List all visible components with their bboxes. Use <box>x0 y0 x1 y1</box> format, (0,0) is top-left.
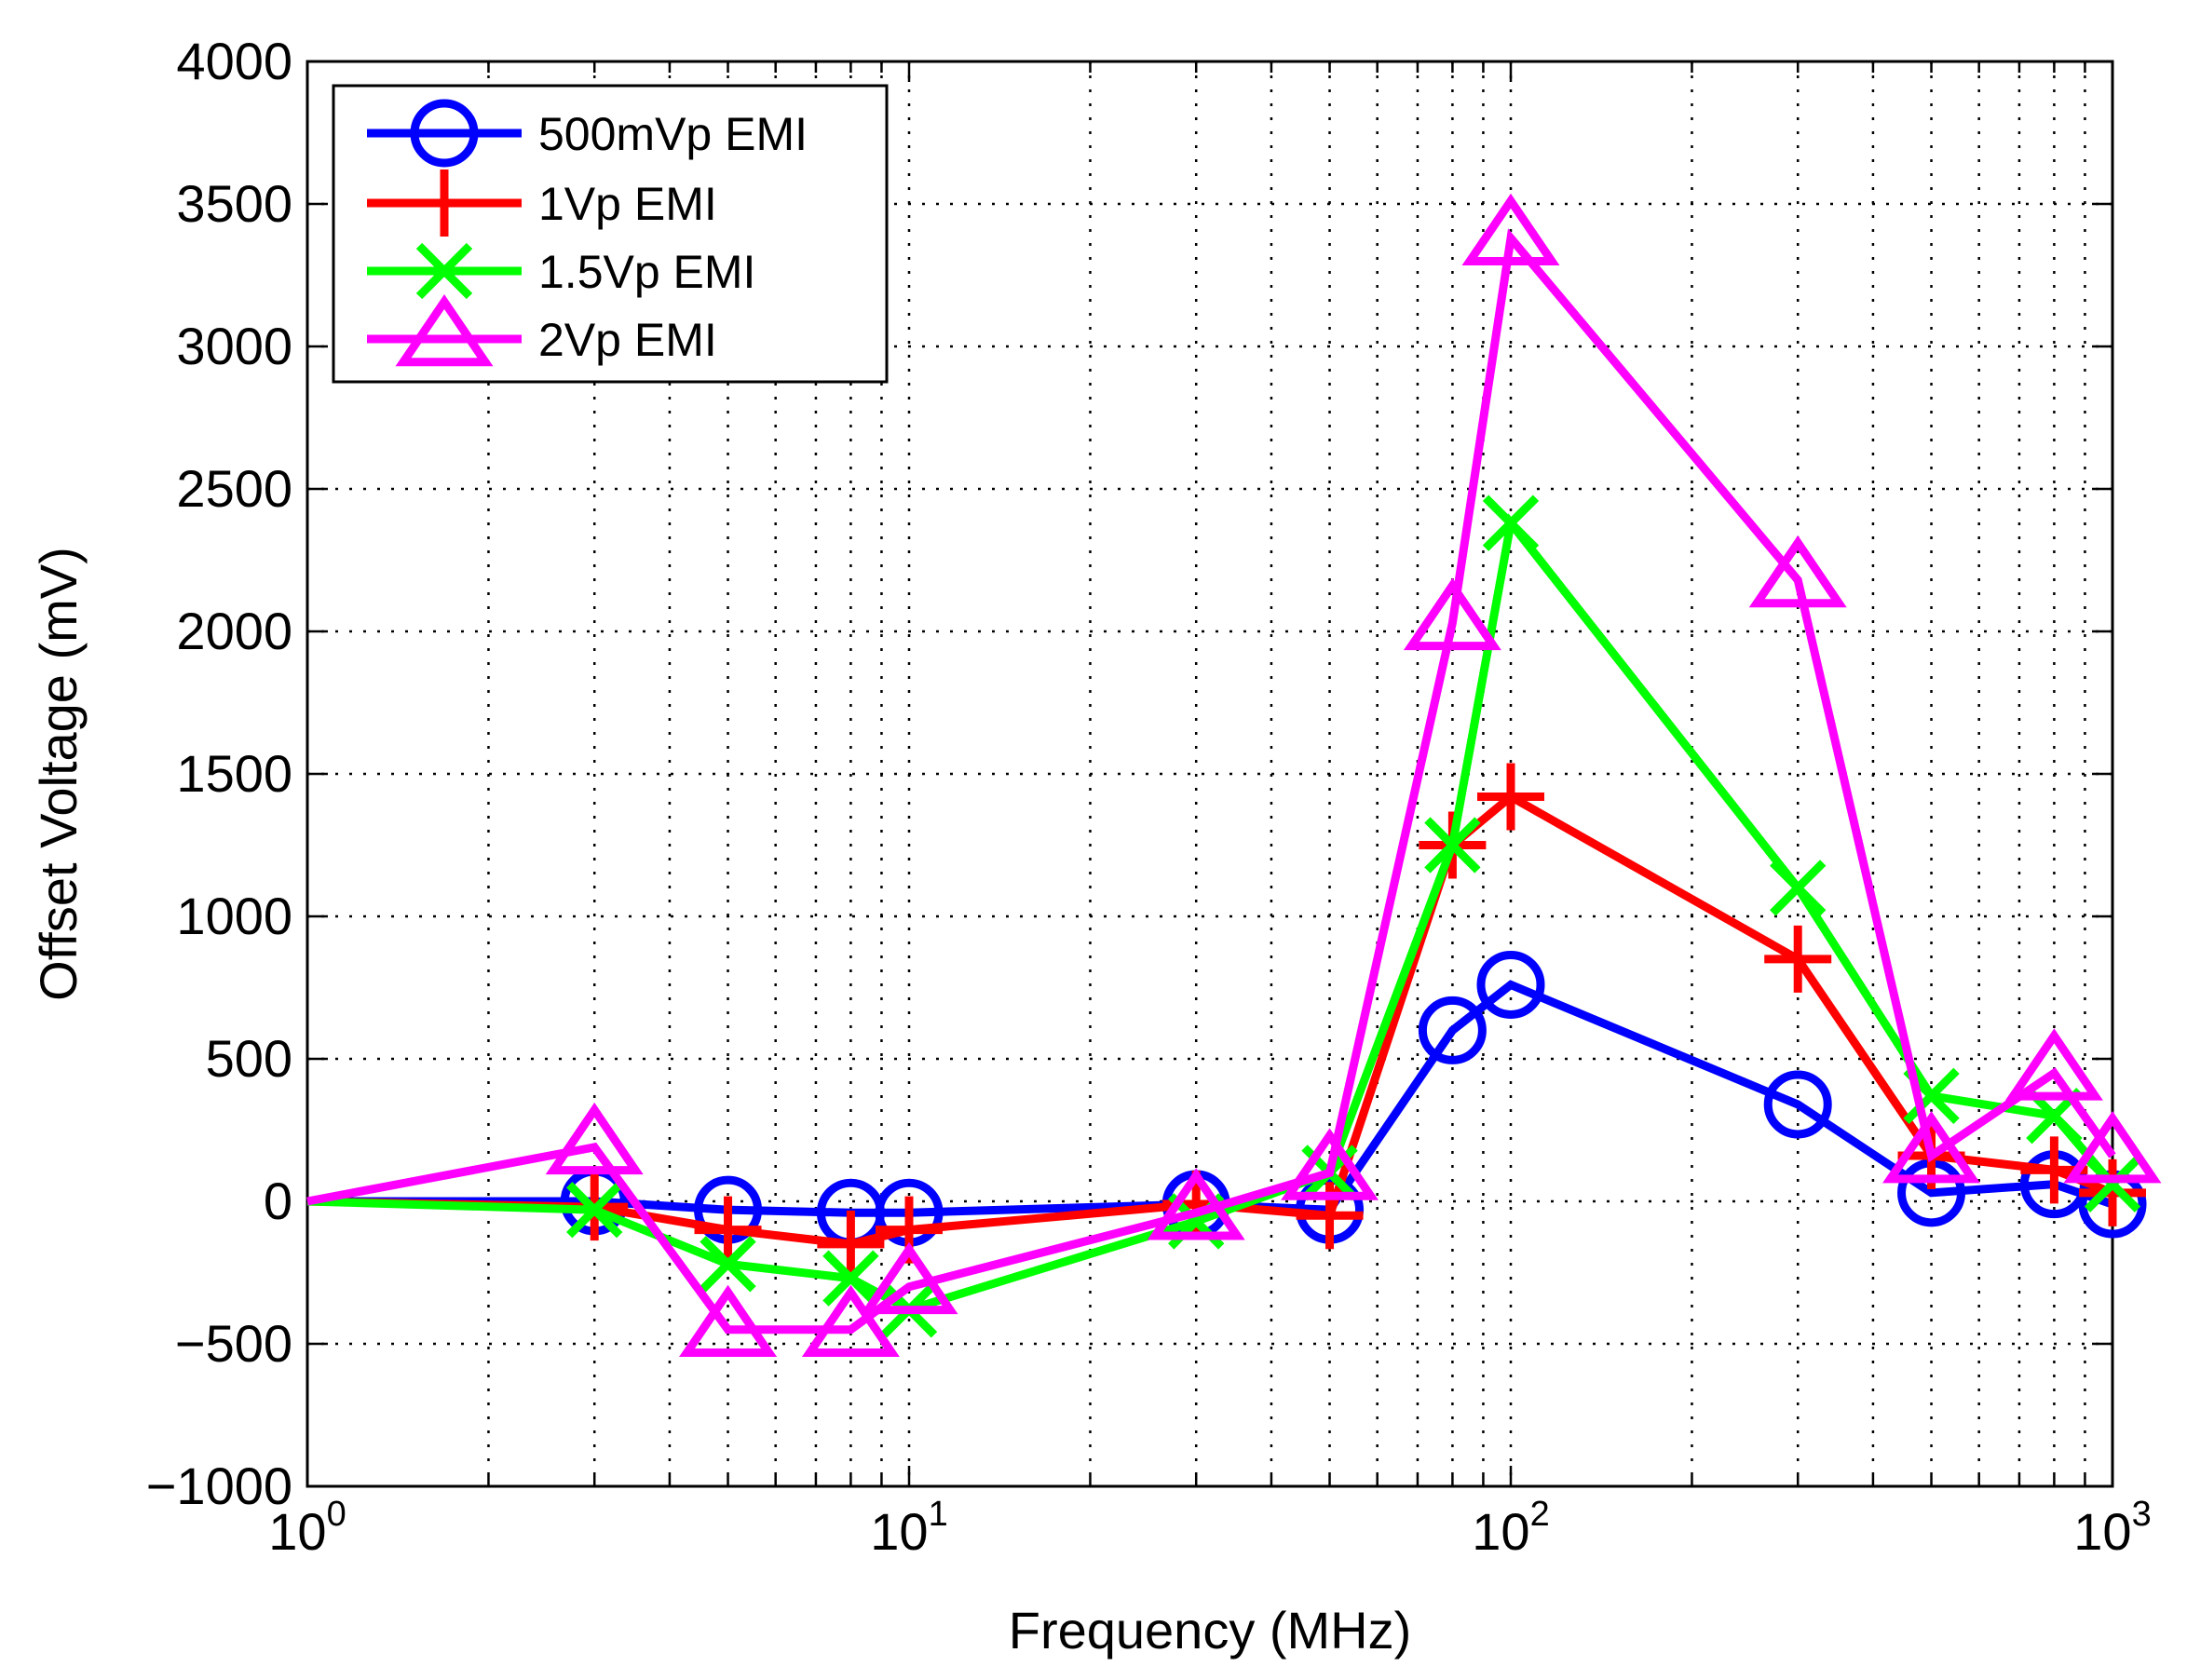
x-tick-label: 102 <box>1472 1495 1549 1561</box>
data-point-marker <box>1770 860 1827 916</box>
y-tick-label: 2000 <box>176 602 292 660</box>
data-point-marker <box>694 1196 762 1264</box>
data-point-marker <box>2079 1158 2146 1226</box>
data-point-marker <box>1882 1111 1981 1184</box>
series-line <box>306 228 2116 1335</box>
data-point-marker <box>2004 1028 2103 1101</box>
y-tick-label: −500 <box>175 1314 292 1373</box>
series-layer <box>306 193 2162 1357</box>
data-point-marker <box>1147 1168 1245 1240</box>
y-tick-label: −1000 <box>146 1456 292 1515</box>
data-point-marker <box>1281 1128 1379 1200</box>
x-tick-label: 103 <box>2073 1495 2151 1561</box>
data-point-marker <box>860 1241 958 1315</box>
data-point-marker <box>822 1250 879 1307</box>
tick-labels: −1000 −500 0 500 1000 1500 2000 2500 3000 3500 400… <box>146 32 2152 1561</box>
y-tick-label: 1500 <box>176 744 292 803</box>
data-point-marker <box>2063 1111 2162 1184</box>
data-point-marker <box>566 1181 623 1239</box>
legend-swatch-marker <box>410 99 479 168</box>
data-point-marker <box>1748 535 1847 608</box>
x-axis-label: Frequency (MHz) <box>1009 1601 1412 1660</box>
x-tick-label: 100 <box>268 1495 346 1561</box>
y-tick-label: 2500 <box>176 459 292 518</box>
legend-label: 1Vp EMI <box>538 178 717 230</box>
y-tick-label: 3500 <box>176 174 292 233</box>
legend-item: 500mVp EMI <box>367 99 808 168</box>
axes <box>306 60 2114 1488</box>
y-axis-label: Offset Voltage (mV) <box>29 547 88 1001</box>
legend-swatch-marker <box>395 293 494 367</box>
data-point-marker <box>1476 950 1545 1019</box>
y-tick-label: 0 <box>264 1172 292 1230</box>
legend: 500mVp EMI 1Vp EMI 1.5Vp EMI 2Vp EMI <box>332 84 889 384</box>
series-2 <box>306 763 2146 1278</box>
y-tick-label: 3000 <box>176 317 292 375</box>
plot-frame <box>306 60 2114 1488</box>
y-tick-label: 1000 <box>176 887 292 945</box>
legend-swatch-marker <box>411 169 478 237</box>
data-point-marker <box>1461 193 1560 266</box>
data-point-marker <box>679 1284 778 1357</box>
data-point-marker <box>1403 577 1501 651</box>
data-point-marker <box>1482 495 1540 551</box>
data-point-marker <box>2084 1156 2141 1213</box>
data-point-marker <box>801 1284 900 1357</box>
y-tick-label: 4000 <box>176 32 292 90</box>
x-tick-label: 101 <box>870 1495 947 1561</box>
data-point-marker <box>1763 1070 1832 1139</box>
data-point-marker <box>1477 763 1544 831</box>
legend-item: 1.5Vp EMI <box>367 242 755 300</box>
series-4 <box>306 193 2162 1357</box>
legend-label: 500mVp EMI <box>538 108 808 160</box>
y-tick-label: 500 <box>206 1029 292 1088</box>
legend-item: 1Vp EMI <box>367 169 717 237</box>
data-point-marker <box>1424 817 1481 874</box>
data-point-marker <box>545 1102 644 1175</box>
legend-item: 2Vp EMI <box>367 293 717 367</box>
data-point-marker <box>1418 996 1487 1064</box>
legend-label: 2Vp EMI <box>538 314 717 366</box>
legend-label: 1.5Vp EMI <box>538 246 755 298</box>
data-point-marker <box>700 1236 756 1293</box>
data-point-marker <box>1764 925 1832 993</box>
data-point-marker <box>817 1210 885 1278</box>
legend-swatch-marker <box>415 242 473 300</box>
